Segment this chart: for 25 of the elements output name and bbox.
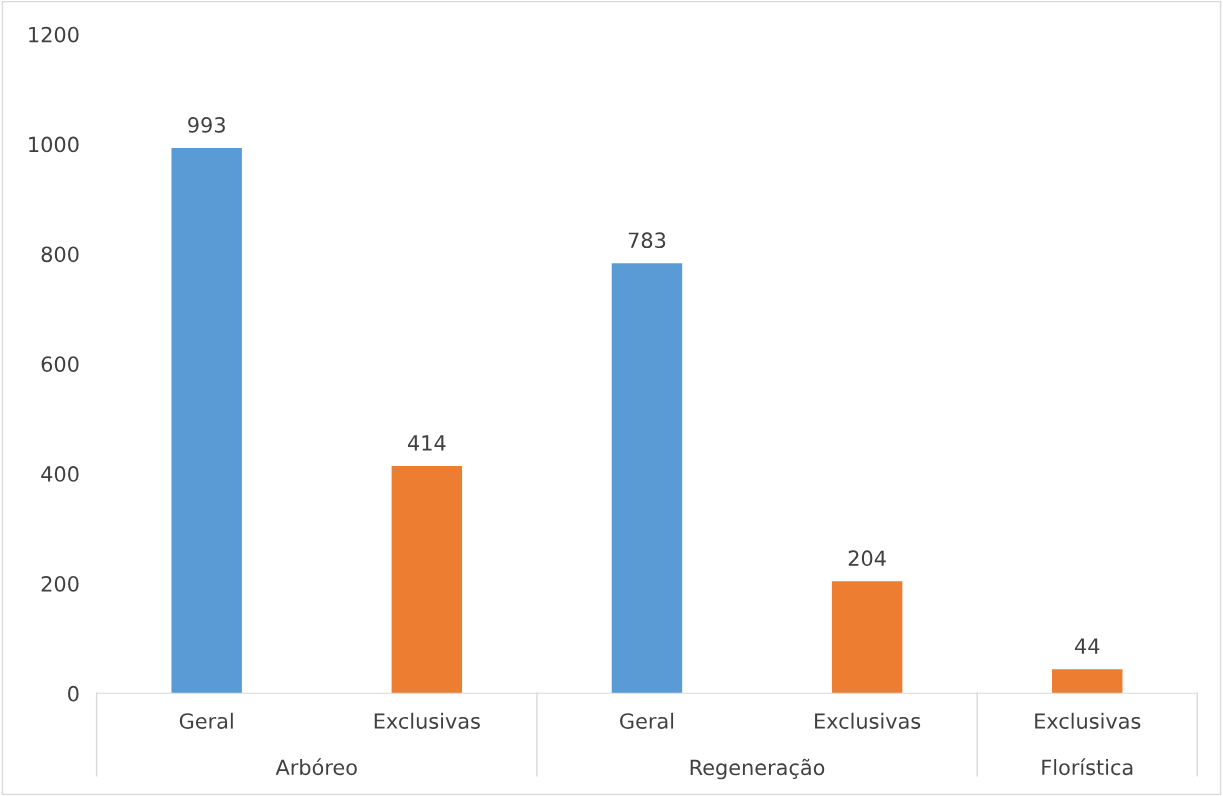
y-tick-label: 1000 [29, 136, 79, 153]
y-tick-label: 600 [41, 356, 79, 372]
data-label: 783 [628, 232, 666, 249]
y-tick-label: 0 [68, 685, 79, 702]
data-label: 414 [407, 435, 446, 451]
y-tick-label: 400 [41, 466, 79, 482]
x-tick-label: Geral [179, 712, 233, 729]
bar [611, 263, 683, 694]
y-tick-label: 1200 [29, 26, 79, 43]
data-label: 993 [188, 117, 225, 133]
text: Arbóreo [275, 758, 357, 776]
data-label: 44 [1075, 638, 1100, 654]
x-tick-label: Geral [620, 712, 674, 729]
bar [391, 465, 463, 694]
text: Regeneração [690, 758, 825, 780]
data-label: 204 [848, 550, 886, 567]
x-tick-label: Exclusivas [815, 712, 921, 729]
text: Florística [1042, 758, 1133, 776]
y-tick-label: 200 [41, 575, 79, 592]
x-tick-label: Exclusivas [374, 712, 480, 729]
y-tick-label: 800 [41, 246, 79, 263]
x-tick-label: Exclusivas [1035, 712, 1141, 729]
bar [831, 581, 903, 694]
bar [1052, 669, 1123, 694]
bar [171, 147, 242, 694]
